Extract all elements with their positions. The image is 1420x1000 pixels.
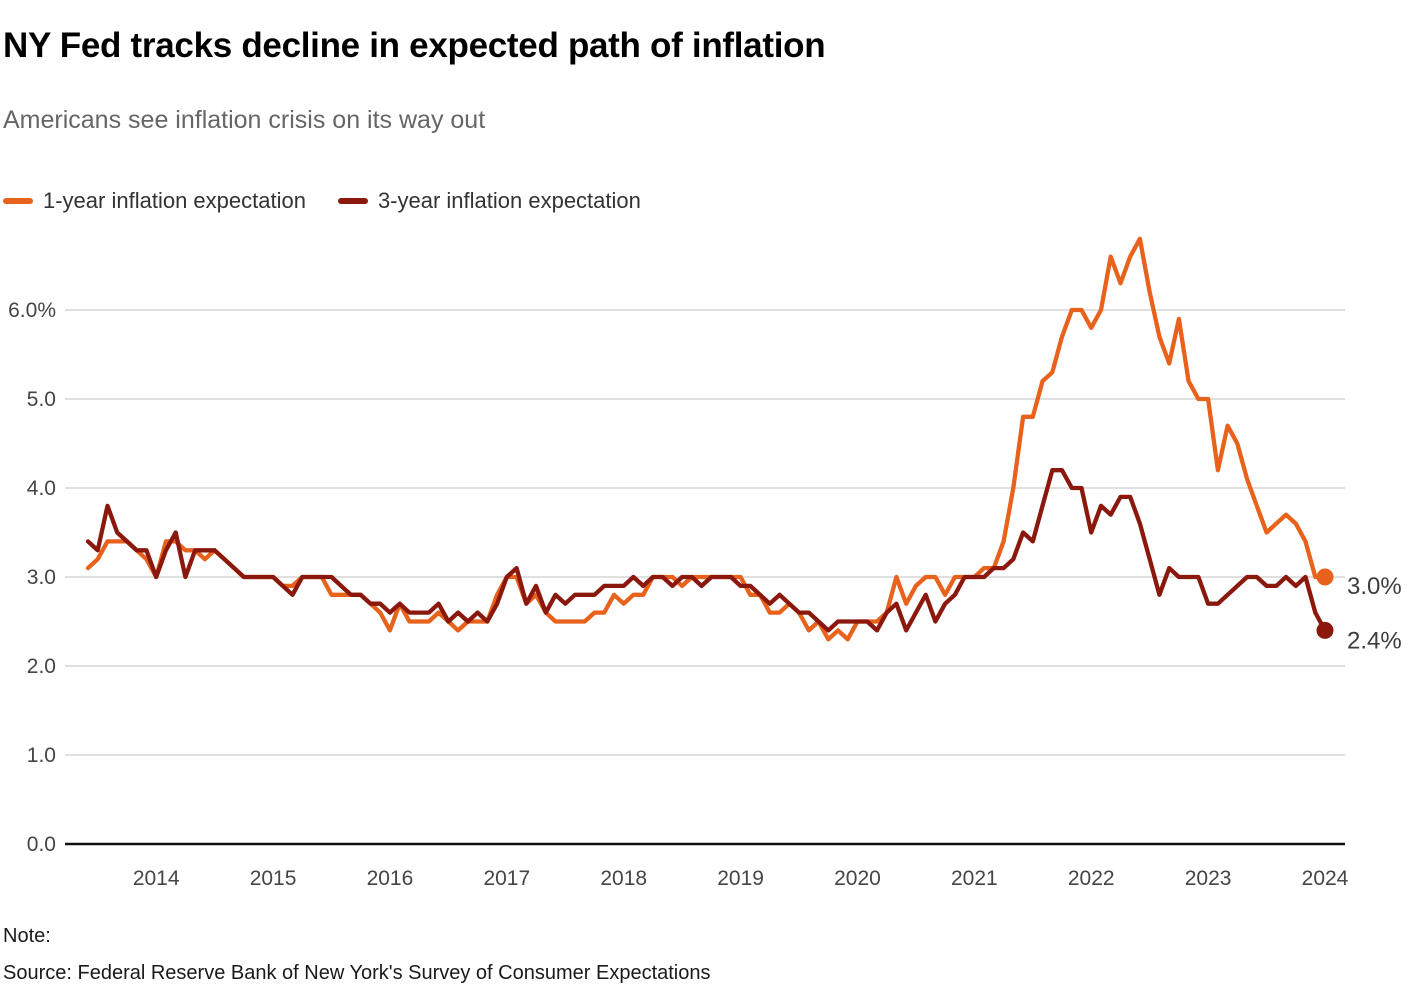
y-tick-label: 0.0 xyxy=(27,833,56,856)
x-tick-label: 2024 xyxy=(1302,867,1349,890)
end-dot-1-year xyxy=(1316,568,1334,586)
y-tick-label: 3.0 xyxy=(27,566,56,589)
legend-swatch-3-year-icon xyxy=(337,198,368,204)
note-label: Note: xyxy=(3,925,51,947)
end-value-label-3-year: 2.4% xyxy=(1347,627,1402,654)
x-tick-label: 2014 xyxy=(133,867,180,890)
chart-title: NY Fed tracks decline in expected path o… xyxy=(3,26,826,65)
series-line-3-year xyxy=(85,468,1328,633)
y-tick-label: 1.0 xyxy=(27,744,56,767)
x-tick-label: 2021 xyxy=(951,867,998,890)
y-tick-label: 4.0 xyxy=(27,477,56,500)
source-line: Source: Federal Reserve Bank of New York… xyxy=(3,962,711,984)
x-tick-label: 2020 xyxy=(834,867,881,890)
x-tick-label: 2016 xyxy=(367,867,414,890)
end-value-label-1-year: 3.0% xyxy=(1347,573,1402,600)
x-tick-label: 2019 xyxy=(717,867,764,890)
y-tick-label: 2.0 xyxy=(27,655,56,678)
x-tick-label: 2023 xyxy=(1185,867,1232,890)
legend-swatch-1-year-icon xyxy=(3,198,33,204)
x-tick-label: 2022 xyxy=(1068,867,1115,890)
legend-item-1-year: 1-year inflation expectation xyxy=(3,188,306,214)
y-tick-label: 6.0% xyxy=(8,299,56,322)
legend-item-3-year: 3-year inflation expectation xyxy=(337,188,641,214)
x-tick-label: 2018 xyxy=(600,867,647,890)
x-tick-label: 2017 xyxy=(483,867,530,890)
legend: 1-year inflation expectation 3-year infl… xyxy=(3,188,673,214)
series-line-1-year xyxy=(85,236,1328,642)
chart-subtitle: Americans see inflation crisis on its wa… xyxy=(3,106,486,134)
y-tick-label: 5.0 xyxy=(27,388,56,411)
x-tick-label: 2015 xyxy=(250,867,297,890)
legend-label-3-year: 3-year inflation expectation xyxy=(377,188,641,213)
end-dot-3-year xyxy=(1316,621,1334,639)
legend-label-1-year: 1-year inflation expectation xyxy=(43,188,306,213)
